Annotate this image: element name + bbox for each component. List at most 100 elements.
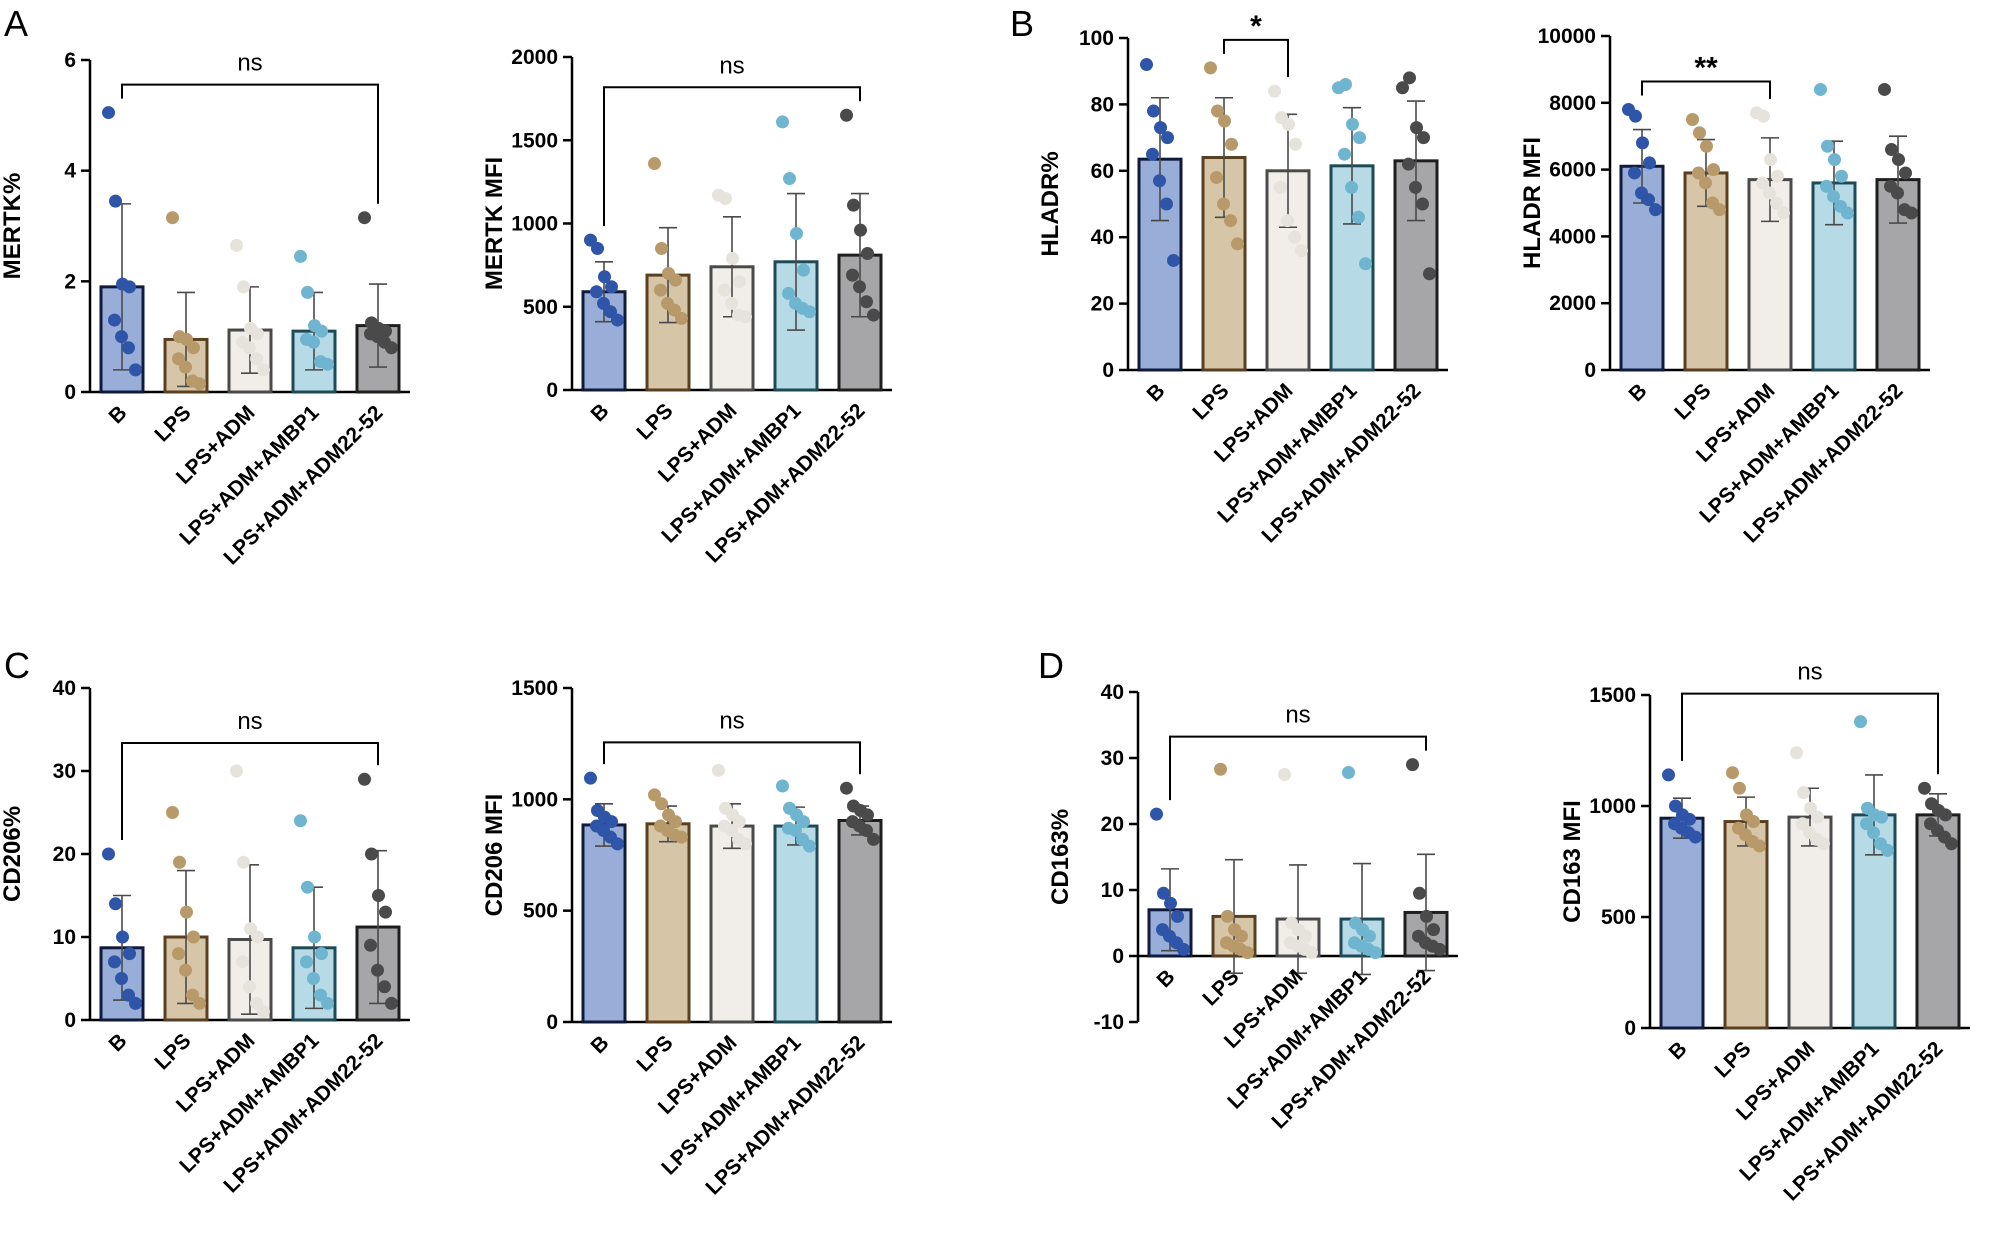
y-tick-label: 30 <box>53 760 76 783</box>
data-point <box>654 283 667 297</box>
data-point <box>372 889 385 902</box>
data-point <box>1753 839 1766 853</box>
data-point <box>243 341 256 355</box>
data-point <box>308 930 321 944</box>
data-point <box>1339 77 1352 91</box>
data-point <box>840 781 853 795</box>
data-point <box>712 763 725 777</box>
data-point <box>1707 163 1720 177</box>
data-point <box>776 115 789 129</box>
data-point <box>1713 203 1726 217</box>
panel-letter-d: D <box>1038 645 1064 686</box>
y-tick-label: 100 <box>1079 27 1114 50</box>
data-point <box>1171 909 1184 923</box>
data-point <box>1363 929 1376 943</box>
data-point <box>1860 817 1873 831</box>
data-point <box>1231 237 1244 251</box>
y-tick-label: 10 <box>1101 879 1124 902</box>
data-point <box>1878 82 1891 96</box>
significance-bracket <box>1641 80 1771 99</box>
significance-bracket <box>603 741 861 775</box>
data-point <box>109 194 122 208</box>
data-point <box>1820 179 1833 193</box>
data-point <box>294 814 307 828</box>
data-point <box>860 295 873 309</box>
data-point <box>1403 71 1416 85</box>
data-point <box>669 815 682 829</box>
bar <box>645 822 691 1024</box>
significance-label: ** <box>1694 51 1718 84</box>
y-axis-title: MERTK% <box>0 173 26 280</box>
data-point <box>379 905 392 919</box>
data-point <box>1811 810 1824 824</box>
data-point <box>1945 837 1958 851</box>
data-point <box>251 327 264 341</box>
y-tick-label: 1000 <box>1589 795 1636 818</box>
y-axis-title: HLADR% <box>1037 151 1064 256</box>
data-point <box>648 788 661 802</box>
y-tick-label: 4 <box>64 160 76 183</box>
y-tick-label: 500 <box>523 296 558 319</box>
data-point <box>1700 139 1713 153</box>
data-point <box>1352 210 1365 224</box>
data-point <box>236 955 249 969</box>
significance-label: ns <box>237 708 262 735</box>
data-point <box>1274 180 1287 194</box>
data-point <box>116 930 129 944</box>
y-tick-label: 1500 <box>511 129 558 152</box>
data-point <box>1642 193 1655 207</box>
bar <box>709 824 755 1024</box>
data-point <box>1636 136 1649 150</box>
y-tick-label: 0 <box>1102 359 1114 382</box>
data-point <box>187 930 200 944</box>
data-point <box>861 246 874 260</box>
data-point <box>861 808 874 822</box>
data-point <box>1629 109 1642 123</box>
data-point <box>1225 137 1238 151</box>
data-point <box>1241 946 1254 960</box>
data-point <box>782 286 795 300</box>
data-point <box>598 270 611 284</box>
data-point <box>378 980 391 994</box>
data-point <box>1905 206 1918 220</box>
data-point <box>301 880 314 894</box>
data-point <box>1154 121 1167 135</box>
data-point <box>364 938 377 952</box>
significance-label: ns <box>719 52 744 79</box>
data-point <box>1353 131 1366 145</box>
data-point <box>847 198 860 212</box>
y-tick-label: 40 <box>1091 226 1114 249</box>
data-point <box>1346 117 1359 131</box>
data-point <box>102 106 115 120</box>
bar <box>1659 816 1705 1030</box>
significance-bracket <box>1223 38 1289 78</box>
data-point <box>1771 169 1784 183</box>
panel-letter-b: B <box>1010 3 1034 44</box>
data-point <box>776 779 789 793</box>
bar <box>1723 820 1769 1030</box>
data-point <box>300 955 313 969</box>
y-tick-label: 6 <box>64 49 76 72</box>
data-point <box>237 280 250 294</box>
y-axis-title: CD163 MFI <box>1559 800 1586 923</box>
data-point <box>591 241 604 255</box>
data-point <box>1643 156 1656 170</box>
data-point <box>725 296 738 310</box>
data-point <box>1235 929 1248 943</box>
data-point <box>789 824 802 838</box>
data-point <box>655 241 668 255</box>
data-point <box>1342 766 1355 780</box>
data-point <box>1918 781 1931 795</box>
data-point <box>1939 808 1952 822</box>
y-tick-label: 1000 <box>511 788 558 811</box>
data-point <box>1891 186 1904 200</box>
data-point <box>129 996 142 1010</box>
data-point <box>739 310 752 324</box>
data-point <box>867 832 880 846</box>
data-point <box>1221 909 1234 923</box>
significance-bracket <box>1169 735 1427 801</box>
data-point <box>1210 170 1223 184</box>
data-point <box>358 772 371 786</box>
